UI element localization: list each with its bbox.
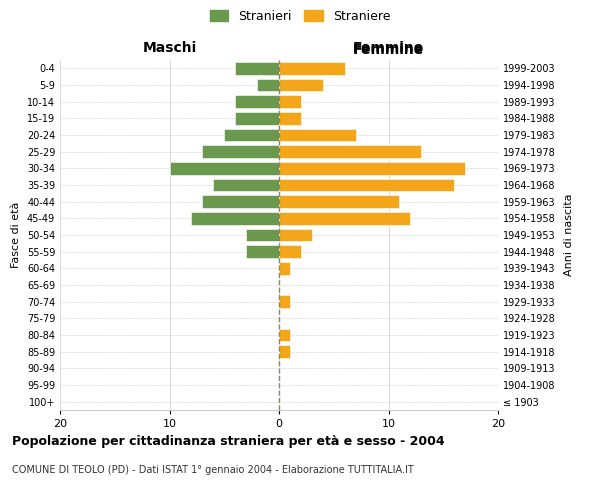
Text: Femmine: Femmine: [353, 42, 424, 56]
Bar: [169, 162, 279, 174]
Bar: [246, 246, 279, 258]
Y-axis label: Anni di nascita: Anni di nascita: [564, 194, 574, 276]
Bar: [246, 229, 279, 241]
Bar: [279, 96, 301, 108]
Bar: [279, 146, 421, 158]
Bar: [202, 196, 279, 208]
Bar: [279, 62, 345, 74]
Bar: [191, 212, 279, 224]
Bar: [279, 296, 290, 308]
Bar: [224, 129, 279, 141]
Bar: [279, 79, 323, 92]
Bar: [279, 246, 301, 258]
Bar: [279, 129, 356, 141]
Bar: [257, 79, 279, 92]
Bar: [235, 96, 279, 108]
Bar: [279, 196, 400, 208]
Bar: [279, 346, 290, 358]
Text: Maschi: Maschi: [142, 41, 197, 55]
Bar: [202, 146, 279, 158]
Bar: [279, 112, 301, 124]
Bar: [279, 329, 290, 341]
Text: Popolazione per cittadinanza straniera per età e sesso - 2004: Popolazione per cittadinanza straniera p…: [12, 435, 445, 448]
Y-axis label: Fasce di età: Fasce di età: [11, 202, 21, 268]
Bar: [279, 262, 290, 274]
Bar: [235, 112, 279, 124]
Bar: [279, 179, 454, 192]
Text: Femmine: Femmine: [353, 41, 424, 55]
Text: COMUNE DI TEOLO (PD) - Dati ISTAT 1° gennaio 2004 - Elaborazione TUTTITALIA.IT: COMUNE DI TEOLO (PD) - Dati ISTAT 1° gen…: [12, 465, 414, 475]
Bar: [214, 179, 279, 192]
Bar: [279, 229, 312, 241]
Bar: [235, 62, 279, 74]
Bar: [279, 212, 410, 224]
Legend: Stranieri, Straniere: Stranieri, Straniere: [205, 5, 395, 28]
Bar: [279, 162, 465, 174]
